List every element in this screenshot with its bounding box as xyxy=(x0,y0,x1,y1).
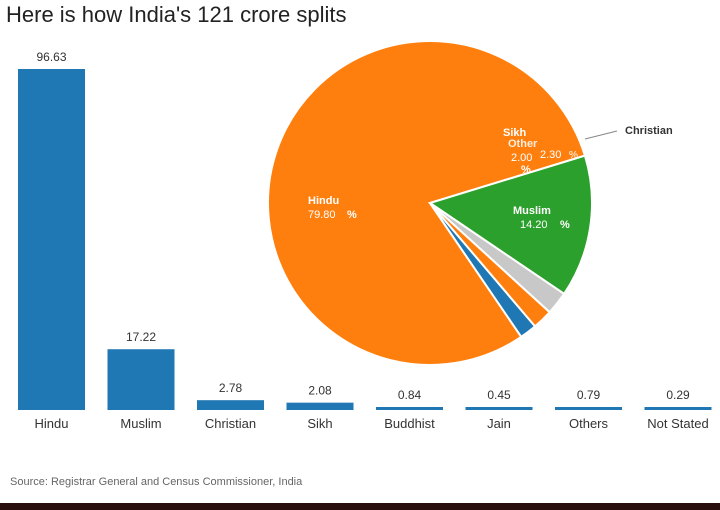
bar-category-label-buddhist: Buddhist xyxy=(384,416,435,431)
bar-value-label-buddhist: 0.84 xyxy=(398,388,422,402)
bar-sikh xyxy=(286,402,354,410)
bar-not-stated xyxy=(644,407,712,410)
pie-unit-other: % xyxy=(521,164,531,176)
bar-others xyxy=(555,407,622,410)
pie-slice-hindu xyxy=(267,40,587,366)
bar-buddhist xyxy=(376,407,443,410)
source-note: Source: Registrar General and Census Com… xyxy=(10,476,303,488)
bar-category-label-sikh: Sikh xyxy=(307,416,332,431)
bar-value-label-hindu: 96.63 xyxy=(36,50,66,64)
pie-label-hindu: Hindu xyxy=(308,195,339,207)
pie-label-other: Other xyxy=(508,138,538,150)
pie-value-hindu: 79.80 xyxy=(308,209,336,221)
bar-value-label-not-stated: 0.29 xyxy=(666,388,690,402)
bar-category-label-others: Others xyxy=(569,416,609,431)
pie-unit-christian: % xyxy=(569,150,578,161)
bar-category-label-jain: Jain xyxy=(487,416,511,431)
bar-value-label-muslim: 17.22 xyxy=(126,330,156,344)
bar-muslim xyxy=(107,349,175,410)
pie-label-sikh: Sikh xyxy=(503,127,527,139)
pie-label-christian: Christian xyxy=(625,125,673,137)
bar-hindu xyxy=(18,69,85,410)
pie-value-muslim: 14.20 xyxy=(520,219,548,231)
page-title: Here is how India's 121 crore splits xyxy=(6,2,347,27)
pie-unit-hindu: % xyxy=(347,209,357,221)
bottom-strip xyxy=(0,503,720,510)
pie-leader-christian xyxy=(584,130,618,140)
bar-jain xyxy=(465,407,533,410)
pie-value-christian: 2.30 xyxy=(540,149,561,161)
pie-label-muslim: Muslim xyxy=(513,205,551,217)
bar-value-label-jain: 0.45 xyxy=(487,388,511,402)
pie-slice-muslim xyxy=(427,154,593,296)
bar-value-label-others: 0.79 xyxy=(577,388,601,402)
pie-slice-sikh xyxy=(429,202,537,339)
bar-category-label-muslim: Muslim xyxy=(120,416,161,431)
bar-christian xyxy=(197,400,264,410)
bar-category-label-hindu: Hindu xyxy=(35,416,69,431)
bar-value-label-christian: 2.78 xyxy=(219,381,243,395)
bar-category-label-not-stated: Not Stated xyxy=(647,416,708,431)
bar-category-label-christian: Christian xyxy=(205,416,256,431)
pie-unit-muslim: % xyxy=(560,219,570,231)
bar-value-label-sikh: 2.08 xyxy=(308,384,332,398)
pie-value-other: 2.00 xyxy=(511,152,532,164)
